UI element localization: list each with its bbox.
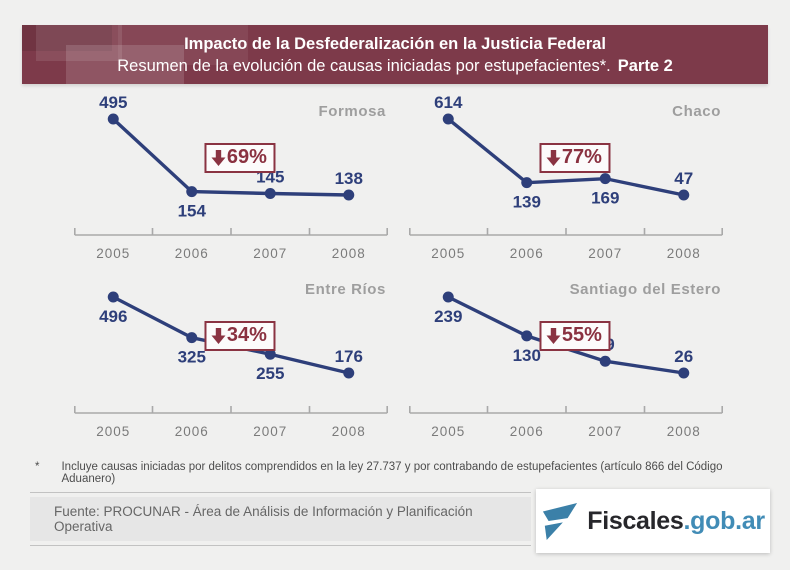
- header-decoration: [36, 25, 122, 61]
- x-axis-label: 2005: [96, 246, 130, 261]
- percent-drop-badge: 77%: [539, 143, 611, 173]
- data-point-label: 496: [99, 307, 127, 326]
- x-axis-label: 2007: [588, 424, 622, 439]
- x-axis-label: 2007: [588, 246, 622, 261]
- fiscales-flag-icon: [543, 502, 578, 540]
- panel-title: Santiago del Estero: [569, 281, 721, 298]
- data-point-label: 325: [178, 348, 206, 367]
- header-banner: Impacto de la Desfederalización en la Ju…: [22, 25, 768, 84]
- x-axis-label: 2007: [253, 246, 287, 261]
- x-axis-label: 2008: [332, 424, 366, 439]
- percent-drop-badge: 34%: [204, 321, 276, 351]
- footnote-text: Incluye causas iniciadas por delitos com…: [61, 461, 723, 485]
- header-decoration: [118, 25, 248, 65]
- chart-panel-entre-ríos: Entre Ríos 496 325 255 176 2005 2006 2007 2008 34…: [74, 273, 388, 443]
- down-arrow-icon: [211, 327, 226, 344]
- data-point-label: 495: [99, 95, 127, 112]
- data-point-label: 614: [434, 95, 463, 112]
- data-point-label: 154: [178, 202, 207, 221]
- x-axis-label: 2006: [510, 424, 544, 439]
- data-point-label: 139: [513, 193, 541, 212]
- chart-panel-chaco: Chaco 614 139 169 47 2005 2006 2007 2008 77%: [409, 95, 723, 265]
- percent-drop-badge: 55%: [539, 321, 611, 351]
- logo-fiscales-text: Fiscales: [587, 506, 684, 535]
- x-axis-label: 2008: [667, 246, 701, 261]
- line-chart: 23913059262005200620072008: [409, 291, 723, 439]
- line-chart: 614 139 169 47 2005 2006 2007 2008: [409, 95, 723, 261]
- down-arrow-icon: [546, 327, 561, 344]
- x-axis-label: 2008: [332, 246, 366, 261]
- page-subtitle: Resumen de la evolución de causas inicia…: [22, 55, 768, 77]
- line-chart: 496 325 255 176 2005 2006 2007 2008: [74, 291, 388, 439]
- down-arrow-icon: [211, 149, 226, 166]
- percent-drop-badge: 69%: [204, 143, 276, 173]
- chart-panel-santiago-del-estero: Santiago del Estero239130592620052006200…: [409, 273, 723, 443]
- footnote: * Incluye causas iniciadas por delitos c…: [35, 461, 765, 485]
- x-axis-label: 2005: [96, 424, 130, 439]
- page-subtitle-text: Resumen de la evolución de causas inicia…: [117, 57, 611, 75]
- percent-drop-value: 69%: [226, 146, 267, 168]
- percent-drop-value: 77%: [561, 146, 602, 168]
- data-point-label: 169: [591, 189, 619, 208]
- data-point-label: 239: [434, 307, 462, 326]
- chart-panel-formosa: Formosa 495 154 145 138 2005 2006 2007 2008 69%: [74, 95, 388, 265]
- x-axis-label: 2005: [431, 246, 465, 261]
- percent-drop-value: 34%: [226, 324, 267, 346]
- x-axis-label: 2006: [175, 424, 209, 439]
- header-decoration: [22, 25, 112, 51]
- fiscales-logo: Fiscales.gob.ar: [536, 489, 770, 553]
- logo-wordmark: Fiscales.gob.ar: [587, 507, 765, 536]
- data-point-label: 130: [513, 346, 541, 365]
- panel-title: Formosa: [318, 103, 386, 120]
- x-axis-label: 2005: [431, 424, 465, 439]
- down-arrow-icon: [546, 149, 561, 166]
- panel-title: Chaco: [672, 103, 721, 120]
- data-point-label: 255: [256, 364, 284, 383]
- data-point-label: 26: [674, 347, 693, 366]
- x-axis-label: 2008: [667, 424, 701, 439]
- page-subtitle-part: Parte 2: [617, 57, 673, 75]
- header-decoration: [66, 45, 184, 84]
- page-title: Impacto de la Desfederalización en la Ju…: [184, 35, 606, 53]
- source-bar: Fuente: PROCUNAR - Área de Análisis de I…: [30, 492, 531, 546]
- logo-gobar-text: .gob.ar: [683, 506, 766, 535]
- charts-grid: Formosa 495 154 145 138 2005 2006 2007 2008 69% Ch…: [74, 95, 723, 443]
- x-axis-label: 2007: [253, 424, 287, 439]
- panel-title: Entre Ríos: [304, 281, 386, 298]
- percent-drop-value: 55%: [561, 324, 602, 346]
- source-text: Fuente: PROCUNAR - Área de Análisis de I…: [54, 504, 473, 534]
- data-point-label: 138: [335, 169, 363, 188]
- x-axis-label: 2006: [510, 246, 544, 261]
- x-axis-label: 2006: [175, 246, 209, 261]
- data-point-label: 47: [674, 169, 693, 188]
- data-point-label: 176: [335, 347, 363, 366]
- footnote-asterisk: *: [35, 461, 40, 473]
